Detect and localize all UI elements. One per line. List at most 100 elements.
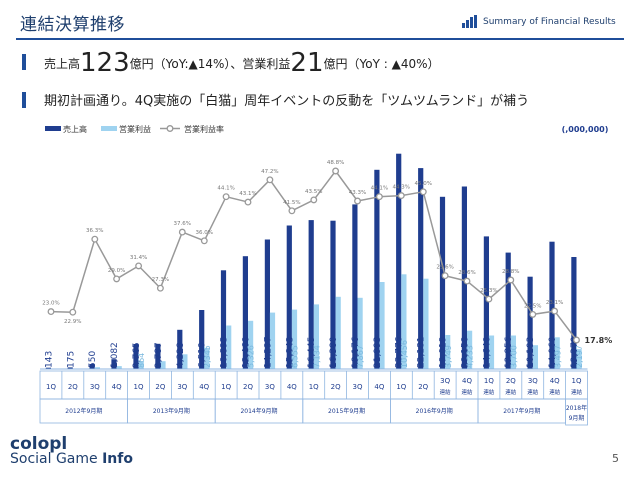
margin-point <box>69 308 77 316</box>
sales-value-label: 1,082 <box>110 342 120 368</box>
margin-value-label: 28.6% <box>458 270 475 276</box>
margin-value-label: 45.0% <box>415 181 432 187</box>
sales-value-label: 16,445 <box>307 337 317 369</box>
margin-value-label: 36.0% <box>196 230 213 236</box>
profit-bar <box>269 312 276 369</box>
margin-point <box>507 276 515 284</box>
margin-point <box>91 235 99 243</box>
margin-value-label: 44.1% <box>217 186 234 192</box>
sales-value-label: 23,776 <box>395 336 405 368</box>
fiscal-year-label: 2016年9月期 <box>416 407 453 415</box>
profit-value-label: 5,326 <box>247 345 256 368</box>
sales-bar <box>308 220 314 369</box>
profit-value-label: 3,497 <box>553 345 562 368</box>
legend-label-margin: 営業利益率 <box>184 124 224 134</box>
quarter-label: 4Q <box>199 383 209 391</box>
sales-value-label: 2,787 <box>154 342 164 368</box>
quarter-label: 4Q <box>462 377 472 385</box>
sales-bar <box>67 367 73 369</box>
sales-value-label: 6,510 <box>198 342 208 368</box>
title-divider <box>16 38 624 40</box>
profit-bar <box>510 335 516 369</box>
unit-label: (,000,000) <box>562 125 609 134</box>
margin-point <box>397 192 405 200</box>
sales-value-label: 14,297 <box>263 337 273 369</box>
profit-bar <box>182 354 188 369</box>
sales-bar <box>286 225 292 369</box>
profit-value-label: 10,456 <box>400 340 409 368</box>
sales-bar <box>505 252 511 369</box>
page-number: 5 <box>612 452 619 465</box>
margin-point <box>441 272 449 280</box>
fiscal-year-label: 2012年9月期 <box>65 407 102 415</box>
margin-value-label: 44.1% <box>371 186 388 192</box>
quarter-label: 3Q <box>440 377 450 385</box>
quarter-label: 4Q <box>112 383 122 391</box>
sales-bar <box>439 196 446 369</box>
margin-point <box>222 193 230 201</box>
sales-bar <box>330 220 336 369</box>
quarter-label: 1Q <box>221 383 231 391</box>
sales-bar <box>111 359 117 369</box>
profit-value-label: 7,134 <box>312 345 321 368</box>
profit-bar <box>204 347 210 369</box>
margin-value-label: 29.6% <box>436 265 453 271</box>
summary-text: Summary of Financial Results <box>483 16 616 27</box>
sales-value-label: 550 <box>88 351 98 368</box>
page-title: 連結決算推移 <box>20 15 125 35</box>
fiscal-year-label: 2017年9月期 <box>503 407 540 415</box>
sales-value-label: 19,019 <box>439 336 449 368</box>
sales-bar <box>418 168 424 369</box>
margin-value-label: 28.8% <box>502 269 519 275</box>
margin-point <box>244 198 252 206</box>
profit-bar <box>291 309 298 369</box>
bullet-marker <box>22 92 26 108</box>
margin-point <box>288 207 296 215</box>
profit-value-label: 6,555 <box>291 345 300 368</box>
sales-bar <box>177 329 183 369</box>
sales-value-label: 16,380 <box>329 336 339 368</box>
margin-point <box>375 193 383 201</box>
quarter-label: 1Q <box>396 383 406 391</box>
sales-value-label: 175 <box>66 351 76 368</box>
profit-bar <box>423 278 429 369</box>
margin-value-label: 23.0% <box>42 301 59 307</box>
legend-swatch-sales <box>45 126 61 131</box>
sales-value-label: 22,181 <box>417 337 427 369</box>
quarter-label: 3Q <box>90 383 100 391</box>
quarter-label: 1Q <box>309 383 319 391</box>
sales-value-label: 21,993 <box>373 337 383 369</box>
quarter-sublabel: 連結 <box>461 388 473 396</box>
sales-figure: 123 <box>80 48 130 78</box>
quarter-label: 4Q <box>550 377 560 385</box>
sales-value-label: 12,460 <box>241 336 251 368</box>
sales-bar <box>483 236 489 369</box>
margin-value-label: 41.5% <box>283 200 300 206</box>
sales-bar <box>549 241 555 369</box>
quarter-label: 3Q <box>265 383 275 391</box>
quarter-label: 2Q <box>243 383 253 391</box>
summary-label: Summary of Financial Results <box>462 15 616 28</box>
profit-value-label: 864 <box>137 353 146 368</box>
sales-value-label: 14,640 <box>482 336 492 368</box>
margin-value-label: 36.3% <box>86 228 103 234</box>
logo: colopl Social Game Info <box>10 434 133 467</box>
margin-value-label: 31.4% <box>130 255 147 261</box>
fiscal-year-label: 2015年9月期 <box>328 407 365 415</box>
sales-bar <box>352 204 358 369</box>
logo-colopl: colopl <box>10 434 68 454</box>
profit-bar <box>401 274 407 369</box>
margin-point <box>529 310 537 318</box>
sales-bar <box>461 186 467 369</box>
profit-value-label: 4,233 <box>466 345 475 368</box>
profit-bar <box>554 337 560 369</box>
quarter-label: 4Q <box>374 383 384 391</box>
quarter-sublabel: 連結 <box>440 388 452 396</box>
profit-figure: 21 <box>290 48 324 78</box>
sales-value-label: 143 <box>44 351 54 368</box>
sales-value-label: 10,193 <box>526 337 536 369</box>
margin-point <box>310 196 318 204</box>
sales-bar <box>527 276 533 369</box>
sales-bar <box>155 343 161 369</box>
